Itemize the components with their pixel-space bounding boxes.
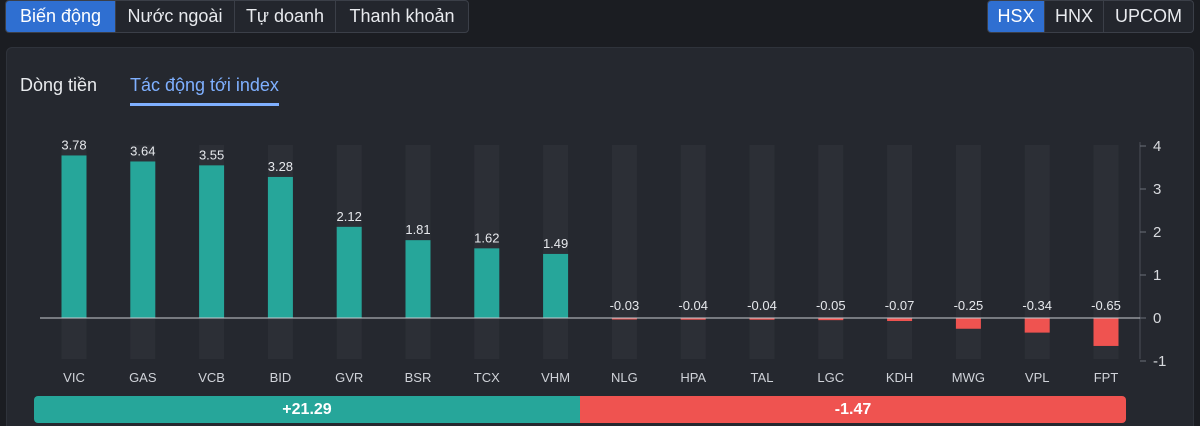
- category-label: TCX: [474, 370, 500, 385]
- y-tick-label: 3: [1153, 181, 1161, 198]
- category-label: FPT: [1094, 370, 1119, 385]
- exchange-tabs: HSX HNX UPCOM: [987, 0, 1194, 33]
- tab-bien-dong[interactable]: Biến động: [6, 1, 116, 32]
- bar-kdh: [887, 318, 913, 322]
- bar-tal: [749, 318, 775, 320]
- category-label: LGC: [817, 370, 844, 385]
- chart-panel: Dòng tiền Tác động tới index 4 3 2 1 0 -1 3.78…: [6, 47, 1194, 426]
- column-band: [680, 145, 706, 359]
- y-tick-label: -1: [1153, 353, 1166, 370]
- data-label: 3.64: [130, 143, 155, 158]
- tab-hsx[interactable]: HSX: [988, 1, 1045, 32]
- data-label: -0.07: [885, 298, 915, 313]
- bar-hpa: [680, 318, 706, 320]
- bar-vcb: [199, 165, 225, 318]
- category-label: NLG: [611, 370, 638, 385]
- column-band: [611, 145, 637, 359]
- column-band: [887, 145, 913, 359]
- category-label: GAS: [129, 370, 157, 385]
- category-label: KDH: [886, 370, 913, 385]
- y-tick-label: 2: [1153, 224, 1161, 241]
- category-label: TAL: [751, 370, 774, 385]
- bar-gvr: [336, 226, 362, 318]
- data-label: -0.05: [816, 298, 846, 313]
- bar-tcx: [474, 248, 500, 318]
- data-label: 3.55: [199, 147, 224, 162]
- data-label: 2.12: [337, 209, 362, 224]
- category-label: BSR: [405, 370, 432, 385]
- category-label: HPA: [680, 370, 706, 385]
- subtab-tac-dong-index[interactable]: Tác động tới index: [130, 75, 279, 106]
- bar-vic: [61, 155, 87, 318]
- data-label: 3.78: [61, 137, 86, 152]
- bar-bsr: [405, 240, 431, 318]
- category-label: MWG: [952, 370, 985, 385]
- column-band: [818, 145, 844, 359]
- data-label: -0.65: [1091, 298, 1121, 313]
- bar-lgc: [818, 318, 844, 321]
- data-label: 1.81: [405, 222, 430, 237]
- subtab-dong-tien[interactable]: Dòng tiền: [20, 75, 98, 95]
- data-label: 3.28: [268, 159, 293, 174]
- data-label: -0.04: [678, 298, 708, 313]
- impact-summary-bar: +21.29 -1.47: [34, 396, 1126, 423]
- category-label: VHM: [541, 370, 570, 385]
- bar-bid: [267, 176, 293, 318]
- tab-hnx[interactable]: HNX: [1045, 1, 1104, 32]
- bar-vpl: [1024, 318, 1050, 333]
- impact-bar-chart: 4 3 2 1 0 -1 3.78 3.64 3.55 3.28 2.12 1.81 1.62 1.49 -…: [40, 137, 1166, 385]
- negative-total: -1.47: [580, 396, 1126, 423]
- data-label: -0.03: [610, 298, 640, 313]
- category-label: VIC: [63, 370, 85, 385]
- view-tabs: Biến động Nước ngoài Tự doanh Thanh khoả…: [5, 0, 469, 33]
- data-label: 1.62: [474, 230, 499, 245]
- bar-mwg: [955, 318, 981, 329]
- category-label: VCB: [198, 370, 225, 385]
- category-label: GVR: [335, 370, 363, 385]
- data-label: 1.49: [543, 236, 568, 251]
- positive-total: +21.29: [34, 396, 580, 423]
- tab-tu-doanh[interactable]: Tự doanh: [235, 1, 336, 32]
- bar-fpt: [1093, 318, 1119, 346]
- bar-vhm: [543, 253, 569, 318]
- data-label: -0.34: [1022, 298, 1052, 313]
- data-label: -0.25: [954, 298, 984, 313]
- bar-nlg: [611, 318, 637, 320]
- y-tick-label: 1: [1153, 267, 1161, 284]
- column-band: [749, 145, 775, 359]
- y-tick-label: 4: [1153, 138, 1161, 155]
- tab-nuoc-ngoai[interactable]: Nước ngoài: [116, 1, 235, 32]
- tab-upcom[interactable]: UPCOM: [1115, 6, 1182, 26]
- tab-thanh-khoan[interactable]: Thanh khoản: [349, 6, 455, 26]
- category-label: VPL: [1025, 370, 1050, 385]
- data-label: -0.04: [747, 298, 777, 313]
- y-tick-label: 0: [1153, 310, 1161, 327]
- column-band: [543, 145, 569, 359]
- bar-gas: [130, 161, 156, 318]
- category-label: BID: [270, 370, 292, 385]
